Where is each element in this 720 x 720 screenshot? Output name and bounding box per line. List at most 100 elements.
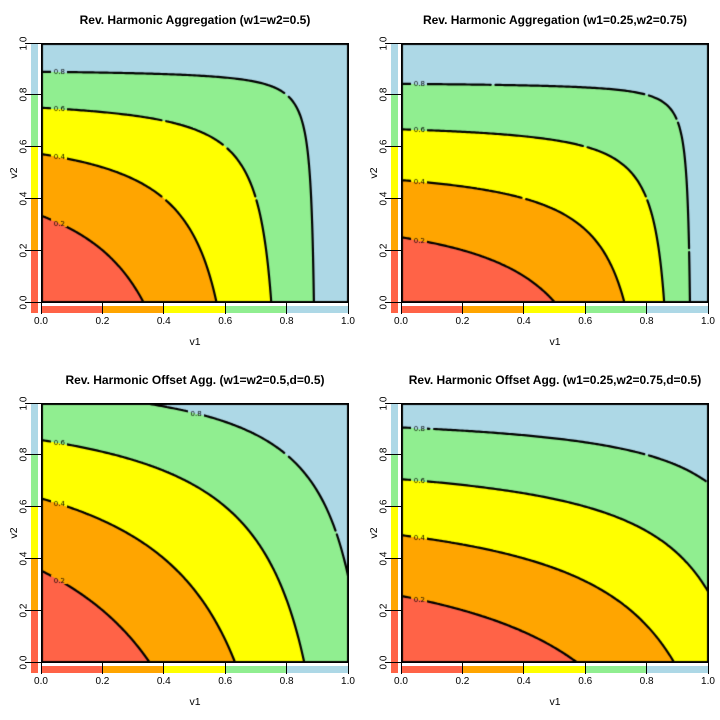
- x-tick-label: 0.2: [455, 676, 470, 687]
- contour-plot-canvas: [401, 43, 709, 303]
- x-tick-label: 0.6: [218, 676, 233, 687]
- x-tick-label: 0.4: [516, 676, 531, 687]
- y-axis-tick: [385, 609, 401, 611]
- color-key-segment-tomato: [401, 306, 463, 313]
- x-axis-label: v1: [189, 336, 201, 348]
- x-axis-tick: [523, 303, 525, 314]
- color-key-segment-lightblue: [391, 43, 398, 95]
- x-tick-label: 1.0: [701, 316, 715, 327]
- color-key-segment-lightgreen: [391, 95, 398, 147]
- x-axis-tick: [163, 303, 165, 314]
- x-tick-label: 0.8: [639, 316, 654, 327]
- x-tick-label: 0.2: [455, 316, 470, 327]
- color-key-segment-lightgreen: [31, 455, 38, 507]
- x-axis-tick: [646, 303, 648, 314]
- y-axis-tick: [385, 146, 401, 148]
- panel-title: Rev. Harmonic Offset Agg. (w1=w2=0.5,d=0…: [65, 373, 325, 387]
- y-axis-tick: [25, 301, 41, 303]
- x-axis-tick: [163, 663, 165, 674]
- color-key-segment-lightgreen: [225, 666, 288, 673]
- x-axis-tick: [224, 303, 226, 314]
- color-key-segment-lightgreen: [31, 95, 38, 147]
- color-key-segment-lightblue: [31, 43, 38, 95]
- color-key-strip-left: [391, 43, 398, 313]
- x-tick-label: 0.6: [578, 676, 593, 687]
- x-tick-label: 0.0: [34, 676, 48, 687]
- color-key-segment-lightblue: [391, 403, 398, 455]
- color-key-segment-lightblue: [287, 666, 349, 673]
- x-axis-tick: [400, 663, 402, 674]
- x-axis-tick: [584, 303, 586, 314]
- color-key-strip-bottom: [41, 666, 349, 673]
- x-tick-label: 0.2: [95, 676, 110, 687]
- y-axis-tick: [25, 249, 41, 251]
- color-key-segment-orange: [462, 666, 525, 673]
- y-axis-tick: [25, 661, 41, 663]
- x-tick-label: 1.0: [701, 676, 715, 687]
- x-axis-tick: [707, 663, 709, 674]
- color-key-segment-tomato: [41, 306, 103, 313]
- x-axis-tick: [101, 303, 103, 314]
- color-key-segment-tomato: [401, 666, 463, 673]
- x-tick-label: 0.2: [95, 316, 110, 327]
- y-axis-tick: [25, 42, 41, 44]
- x-axis-tick: [347, 663, 349, 674]
- color-key-segment-orange: [31, 199, 38, 251]
- y-axis-tick: [385, 94, 401, 96]
- x-axis-label: v1: [189, 696, 201, 708]
- x-tick-label: 0.4: [156, 676, 171, 687]
- color-key-segment-lightblue: [647, 666, 709, 673]
- color-key-segment-yellow: [391, 507, 398, 559]
- color-key-segment-tomato: [391, 611, 398, 673]
- color-key-segment-yellow: [391, 147, 398, 199]
- contour-panel-rev-harmonic-offset-w5-w5: Rev. Harmonic Offset Agg. (w1=w2=0.5,d=0…: [0, 360, 360, 720]
- contour-panel-rev-harmonic-w25-w75: Rev. Harmonic Aggregation (w1=0.25,w2=0.…: [360, 0, 720, 360]
- x-axis-tick: [400, 303, 402, 314]
- color-key-strip-bottom: [41, 306, 349, 313]
- x-axis-tick: [461, 303, 463, 314]
- x-tick-label: 1.0: [341, 316, 355, 327]
- contour-plot-canvas: [41, 43, 349, 303]
- color-key-segment-orange: [391, 199, 398, 251]
- contour-panel-rev-harmonic-offset-w25-w75: Rev. Harmonic Offset Agg. (w1=0.25,w2=0.…: [360, 360, 720, 720]
- x-axis-tick: [523, 663, 525, 674]
- color-key-strip-left: [391, 403, 398, 673]
- color-key-segment-lightgreen: [225, 306, 288, 313]
- y-axis-tick: [385, 402, 401, 404]
- x-axis-tick: [347, 303, 349, 314]
- color-key-segment-orange: [102, 666, 165, 673]
- y-axis-tick: [385, 197, 401, 199]
- color-key-strip-left: [31, 43, 38, 313]
- color-key-segment-tomato: [31, 611, 38, 673]
- color-key-segment-orange: [31, 559, 38, 611]
- x-axis-label: v1: [549, 696, 561, 708]
- color-key-segment-yellow: [164, 666, 226, 673]
- y-axis-tick: [25, 402, 41, 404]
- y-axis-tick: [25, 557, 41, 559]
- x-tick-label: 0.8: [279, 316, 294, 327]
- x-axis-tick: [40, 303, 42, 314]
- x-tick-label: 0.8: [639, 676, 654, 687]
- y-axis-tick: [385, 557, 401, 559]
- y-axis-tick: [385, 301, 401, 303]
- color-key-segment-tomato: [31, 251, 38, 313]
- color-key-segment-tomato: [391, 251, 398, 313]
- x-axis-label: v1: [549, 336, 561, 348]
- color-key-segment-lightgreen: [585, 666, 648, 673]
- y-axis-tick: [25, 454, 41, 456]
- x-tick-label: 0.4: [516, 316, 531, 327]
- panel-title: Rev. Harmonic Aggregation (w1=0.25,w2=0.…: [422, 13, 688, 27]
- color-key-segment-lightgreen: [391, 455, 398, 507]
- y-axis-tick: [25, 94, 41, 96]
- contour-plot-canvas: [401, 403, 709, 663]
- color-key-segment-yellow: [31, 147, 38, 199]
- panel-title: Rev. Harmonic Aggregation (w1=w2=0.5): [79, 13, 311, 27]
- y-axis-tick: [385, 249, 401, 251]
- color-key-segment-yellow: [164, 306, 226, 313]
- x-axis-tick: [646, 663, 648, 674]
- x-tick-label: 0.4: [156, 316, 171, 327]
- x-tick-label: 0.0: [34, 316, 48, 327]
- color-key-segment-orange: [391, 559, 398, 611]
- x-tick-label: 0.8: [279, 676, 294, 687]
